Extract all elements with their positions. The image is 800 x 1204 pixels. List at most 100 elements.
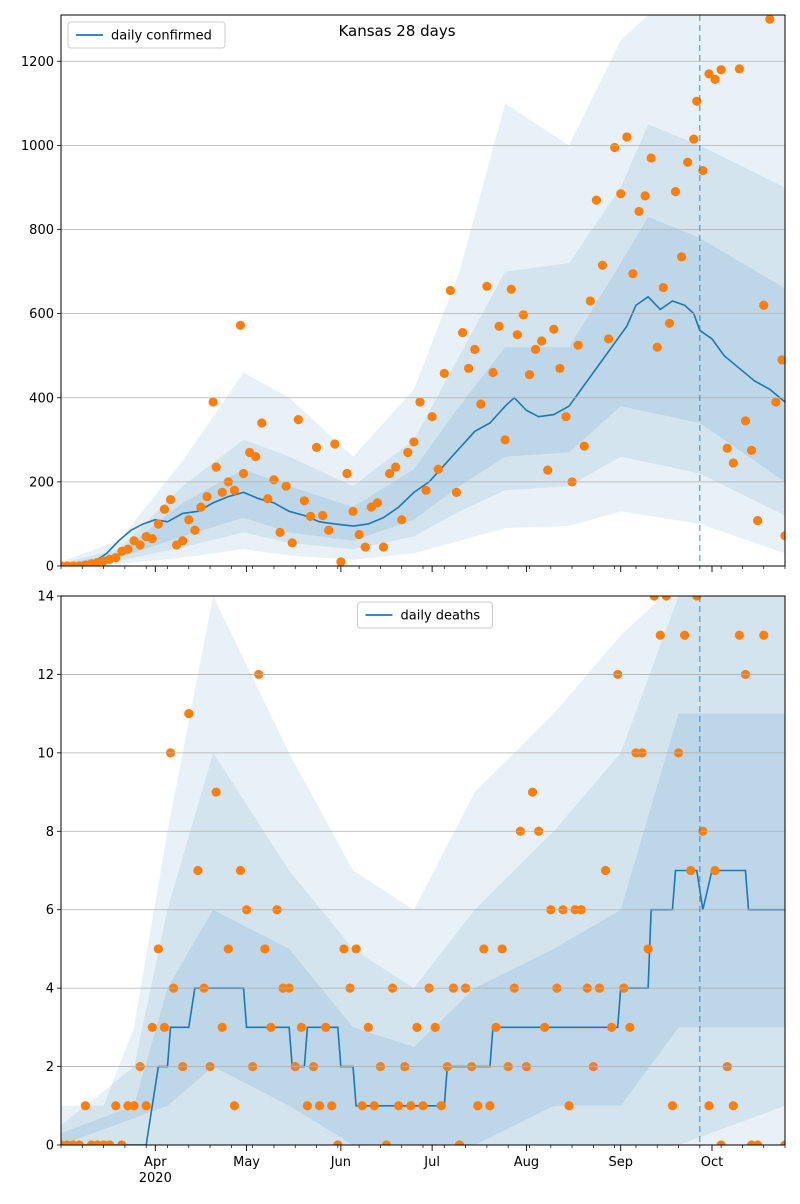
data-point — [378, 542, 389, 552]
data-point — [591, 195, 601, 205]
data-point — [190, 525, 200, 535]
confidence-band-middle — [61, 596, 785, 1145]
data-point — [479, 944, 489, 954]
data-point — [524, 370, 535, 380]
data-point — [433, 464, 443, 474]
data-point — [686, 865, 696, 876]
x-tick-label: Aug — [514, 1155, 539, 1170]
data-point — [683, 157, 693, 167]
data-point — [147, 1022, 157, 1032]
data-point — [540, 1022, 550, 1032]
data-point — [646, 153, 656, 163]
data-point — [147, 534, 157, 544]
data-point — [555, 363, 565, 373]
data-point — [512, 330, 522, 340]
data-point — [430, 1022, 440, 1032]
data-point — [293, 415, 303, 425]
data-point — [235, 865, 246, 876]
data-point — [485, 1101, 495, 1111]
data-point — [765, 15, 775, 24]
data-point — [585, 296, 595, 306]
chart-title: Kansas 28 days — [338, 22, 455, 40]
y-tick-label: 1000 — [21, 139, 54, 154]
data-point — [610, 142, 620, 153]
data-point — [704, 1101, 714, 1111]
data-point — [457, 327, 468, 338]
data-point — [159, 504, 170, 514]
data-point — [269, 475, 279, 485]
y-tick-label: 2 — [46, 1060, 54, 1075]
confidence-band-inner — [61, 713, 785, 1145]
data-point — [655, 630, 665, 640]
confidence-band-inner — [61, 216, 785, 566]
series-line — [61, 295, 785, 566]
data-point — [634, 206, 644, 217]
data-point — [692, 96, 702, 106]
y-tick-label: 200 — [29, 475, 54, 490]
data-point — [780, 1140, 785, 1145]
data-point — [318, 510, 328, 521]
data-point — [281, 481, 291, 491]
data-point — [223, 944, 233, 954]
data-point — [421, 485, 431, 495]
data-point — [616, 189, 626, 199]
data-point — [537, 336, 547, 346]
data-point — [415, 397, 425, 407]
data-point — [600, 865, 611, 876]
data-point — [670, 187, 681, 197]
data-point — [238, 468, 249, 479]
data-point — [482, 281, 492, 291]
data-point — [327, 1101, 337, 1111]
data-point — [412, 1022, 422, 1032]
data-point — [257, 418, 267, 428]
data-point — [491, 1022, 501, 1032]
data-point — [676, 252, 687, 262]
data-point — [497, 944, 507, 954]
x-tick-label: Apr — [144, 1155, 167, 1170]
data-point — [354, 529, 364, 540]
data-point — [445, 285, 455, 296]
data-point — [339, 944, 349, 954]
y-tick-label: 4 — [46, 982, 54, 997]
data-point — [759, 300, 769, 310]
legend-label: daily deaths — [401, 609, 481, 624]
legend-label: daily confirmed — [111, 29, 212, 44]
data-point — [734, 630, 744, 640]
data-point — [710, 865, 720, 876]
data-point — [360, 542, 370, 552]
data-point — [746, 445, 757, 455]
data-point — [728, 458, 738, 468]
data-point — [229, 1101, 239, 1111]
data-point — [357, 1101, 367, 1111]
data-point — [159, 1022, 170, 1032]
data-point — [348, 506, 358, 516]
data-point — [494, 321, 504, 331]
y-tick-label: 0 — [46, 560, 54, 575]
data-point — [451, 487, 462, 497]
x-tick-label: Jun — [330, 1155, 351, 1170]
data-point — [135, 540, 145, 550]
confidence-band-outer — [61, 596, 785, 1145]
data-point — [105, 1140, 115, 1145]
data-point — [667, 1101, 678, 1111]
data-point — [324, 525, 334, 535]
legend-box — [67, 21, 226, 49]
x-tick-label: Sep — [608, 1155, 633, 1170]
y-tick-label: 0 — [46, 1139, 54, 1154]
data-point — [299, 496, 309, 506]
data-point — [597, 260, 608, 270]
data-point — [722, 443, 732, 453]
y-tick-label: 10 — [37, 746, 54, 761]
y-tick-label: 8 — [46, 825, 54, 840]
data-point — [622, 132, 632, 142]
data-point — [369, 1101, 379, 1111]
y-tick-label: 6 — [46, 903, 54, 918]
data-point — [564, 1101, 574, 1111]
data-point — [111, 552, 121, 563]
data-point — [753, 1140, 763, 1145]
data-point — [573, 340, 583, 350]
data-point — [543, 465, 553, 475]
data-point — [178, 536, 188, 546]
data-point — [165, 494, 176, 505]
